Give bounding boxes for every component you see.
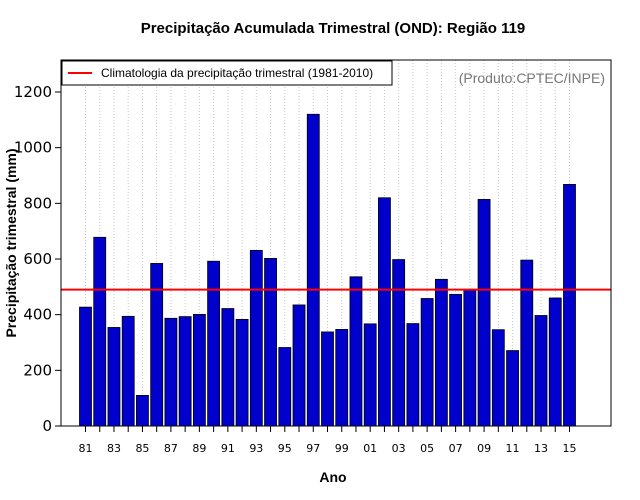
y-tick-label: 0 (42, 417, 52, 435)
bar-90 (207, 260, 221, 427)
bar-05 (420, 298, 434, 427)
x-tick-label: 03 (392, 442, 406, 455)
bar-02 (378, 197, 391, 427)
bar-01 (363, 323, 377, 427)
bar-04 (406, 323, 420, 427)
bar-09 (477, 199, 491, 427)
y-tick-label: 1200 (14, 83, 52, 101)
bar-00 (349, 276, 363, 427)
bar-12 (520, 259, 534, 427)
bar-88 (178, 316, 192, 427)
legend-label: Climatologia da precipitação trimestral … (101, 66, 373, 80)
x-axis-label: Ano (319, 469, 346, 485)
bar-89 (192, 313, 206, 427)
bar-82 (93, 236, 107, 427)
bar-14 (548, 297, 562, 427)
y-tick-label: 400 (23, 306, 52, 324)
legend-box (61, 60, 393, 86)
bar-96 (292, 304, 306, 427)
x-tick-label: 89 (192, 442, 206, 455)
x-tick-label: 95 (278, 442, 292, 455)
bar-86 (150, 263, 164, 427)
y-axis-label: Precipitação trimestral (mm) (3, 148, 19, 337)
bar-87 (164, 317, 178, 427)
product-annotation: (Produto:CPTEC/INPE) (459, 70, 605, 86)
bar-03 (392, 259, 406, 427)
bar-91 (221, 308, 235, 427)
bar-95 (278, 347, 292, 427)
x-tick-label: 07 (449, 442, 463, 455)
bar-84 (121, 315, 135, 427)
bar-13 (534, 315, 548, 427)
bar-11 (506, 350, 519, 427)
x-axis: 81 83 85 87 89 91 93 95 97 99 01 03 05 07 09 11 13 15 (79, 426, 576, 455)
bar-98 (321, 331, 334, 427)
bar-97 (306, 113, 320, 427)
bar-85 (136, 394, 149, 427)
bar-93 (249, 249, 263, 427)
legend: Climatologia da precipitação trimestral … (61, 60, 393, 86)
x-tick-label: 83 (107, 442, 121, 455)
x-tick-label: 85 (135, 442, 149, 455)
y-tick-label: 800 (23, 194, 52, 212)
plot-frame (60, 59, 612, 427)
x-tick-label: 05 (420, 442, 434, 455)
x-tick-label: 91 (221, 442, 235, 455)
bar-07 (449, 293, 463, 427)
x-tick-label: 97 (306, 442, 320, 455)
bar-83 (107, 327, 121, 427)
x-tick-label: 81 (79, 442, 93, 455)
y-tick-label: 1000 (14, 139, 52, 157)
bar-06 (434, 278, 448, 427)
x-tick-label: 11 (506, 442, 520, 455)
bar-10 (491, 329, 505, 427)
x-tick-label: 15 (562, 442, 576, 455)
x-tick-label: 93 (249, 442, 263, 455)
chart-title: Precipitação Acumulada Trimestral (OND):… (141, 20, 526, 37)
x-tick-label: 99 (335, 442, 349, 455)
bar-99 (335, 329, 349, 427)
y-tick-label: 600 (23, 250, 52, 268)
bar-15 (563, 184, 576, 427)
x-tick-label: 87 (164, 442, 178, 455)
bar-94 (264, 258, 277, 427)
x-tick-label: 13 (534, 442, 548, 455)
x-tick-label: 01 (363, 442, 377, 455)
bar-81 (79, 306, 92, 427)
y-tick-label: 200 (23, 361, 52, 379)
x-tick-label: 09 (477, 442, 491, 455)
bar-92 (235, 318, 249, 427)
y-axis: 0 200 400 600 800 1000 1200 (14, 83, 61, 435)
bar-08 (463, 289, 477, 427)
